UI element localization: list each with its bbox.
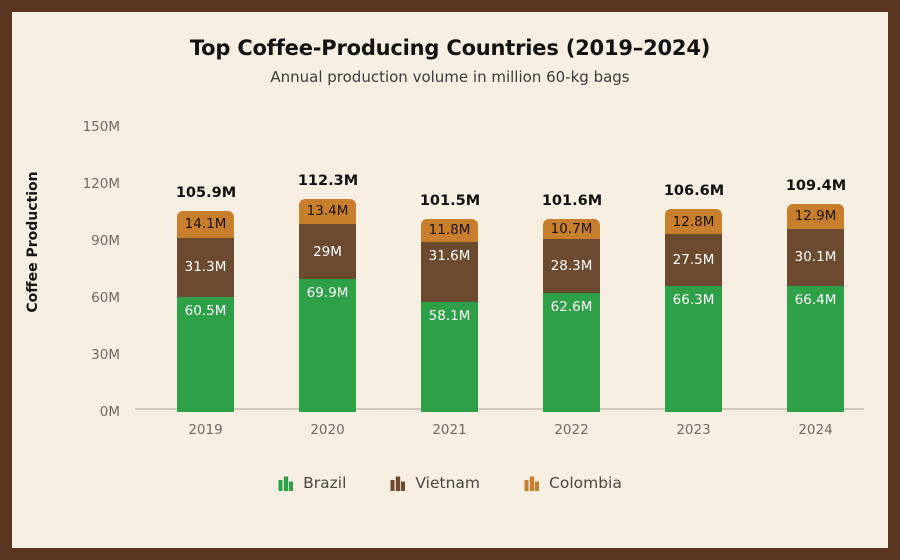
bar-total-label: 101.6M xyxy=(541,192,603,209)
bar-segment-value-label: 60.5M xyxy=(184,303,227,320)
y-axis-tick: 90M xyxy=(91,233,120,249)
y-axis-tick-labels: 0M 30M 60M 90M 120M 150M xyxy=(30,119,120,420)
bar-segment-value-label: 14.1M xyxy=(184,216,227,233)
bar-segment-value-label: 31.3M xyxy=(184,259,227,276)
plot-area: 60.5M 31.3M 14.1M 105.9M 69.9M 29M 13.4M 112.3M… xyxy=(135,127,864,412)
legend-item-colombia[interactable]: Colombia xyxy=(524,474,622,492)
chart-legend: Brazil Vietnam Colombia xyxy=(12,474,888,492)
bar-segment-colombia[interactable]: 13.4M xyxy=(299,198,356,225)
bar-segment-vietnam[interactable]: 29M xyxy=(299,224,356,280)
bar-segment-value-label: 69.9M xyxy=(306,285,349,302)
bar-segment-value-label: 30.1M xyxy=(794,249,837,266)
x-axis-tick: 2023 xyxy=(676,422,711,438)
x-axis-tick: 2024 xyxy=(798,422,833,438)
y-axis-title: Coffee Production xyxy=(25,171,41,313)
bar-segment-colombia[interactable]: 14.1M xyxy=(177,210,234,238)
bar-group[interactable]: 58.1M 31.6M 11.8M 101.5M xyxy=(420,193,480,412)
bar-segment-value-label: 66.3M xyxy=(672,292,715,309)
bar-segment-brazil[interactable]: 60.5M xyxy=(177,297,234,412)
bar-segment-value-label: 29M xyxy=(313,243,342,260)
page-title: Top Coffee-Producing Countries (2019–202… xyxy=(189,36,711,60)
chart-canvas: Top Coffee-Producing Countries (2019–202… xyxy=(12,12,888,548)
bar-segment-colombia[interactable]: 11.8M xyxy=(421,219,478,242)
y-axis-tick: 0M xyxy=(99,404,120,420)
x-axis-tick: 2021 xyxy=(432,422,467,438)
bar-chart-icon xyxy=(278,476,294,491)
bar-group[interactable]: 62.6M 28.3M 10.7M 101.6M xyxy=(542,193,602,412)
bar-segment-vietnam[interactable]: 28.3M xyxy=(543,239,600,294)
bar-chart-icon xyxy=(524,476,540,491)
bar-total-label: 101.5M xyxy=(419,193,481,210)
legend-label: Colombia xyxy=(549,474,622,492)
bar-segment-brazil[interactable]: 66.4M xyxy=(787,285,844,412)
bar-segment-value-label: 58.1M xyxy=(428,307,471,324)
bar-group[interactable]: 66.3M 27.5M 12.8M 106.6M xyxy=(664,183,724,412)
x-axis-line xyxy=(135,408,864,410)
y-axis-tick: 30M xyxy=(91,347,120,363)
bar-segment-value-label: 66.4M xyxy=(794,291,837,308)
y-axis-tick: 150M xyxy=(82,119,120,135)
legend-item-vietnam[interactable]: Vietnam xyxy=(390,474,480,492)
bar-total-label: 112.3M xyxy=(297,172,359,189)
bar-segment-brazil[interactable]: 66.3M xyxy=(665,286,722,412)
bar-group[interactable]: 66.4M 30.1M 12.9M 109.4M xyxy=(786,178,846,412)
y-axis-tick: 120M xyxy=(82,176,120,192)
bar-segment-vietnam[interactable]: 27.5M xyxy=(665,233,722,287)
bar-segment-vietnam[interactable]: 30.1M xyxy=(787,228,844,286)
bar-segment-vietnam[interactable]: 31.3M xyxy=(177,237,234,298)
bar-segment-brazil[interactable]: 58.1M xyxy=(421,301,478,412)
bar-segment-value-label: 31.6M xyxy=(428,247,471,264)
y-axis-tick: 60M xyxy=(91,290,120,306)
x-axis-tick: 2022 xyxy=(554,422,589,438)
bar-segment-colombia[interactable]: 12.8M xyxy=(665,209,722,234)
x-axis-tick: 2020 xyxy=(310,422,345,438)
bar-segment-value-label: 28.3M xyxy=(550,258,593,275)
chart-subtitle: Annual production volume in million 60-k… xyxy=(270,68,630,86)
bar-segment-value-label: 12.9M xyxy=(794,208,837,225)
bar-segment-brazil[interactable]: 62.6M xyxy=(543,293,600,412)
bar-total-label: 109.4M xyxy=(785,178,847,195)
bar-segment-value-label: 27.5M xyxy=(672,251,715,268)
legend-item-brazil[interactable]: Brazil xyxy=(278,474,346,492)
bar-segment-value-label: 62.6M xyxy=(550,299,593,316)
bar-chart-icon xyxy=(390,476,406,491)
bar-segment-vietnam[interactable]: 31.6M xyxy=(421,241,478,302)
bar-segment-brazil[interactable]: 69.9M xyxy=(299,279,356,412)
bar-segment-colombia[interactable]: 12.9M xyxy=(787,204,844,229)
bar-segment-colombia[interactable]: 10.7M xyxy=(543,218,600,240)
legend-label: Brazil xyxy=(303,474,347,492)
x-axis-tick: 2019 xyxy=(188,422,223,438)
bar-segment-value-label: 10.7M xyxy=(550,221,593,238)
legend-label: Vietnam xyxy=(415,474,481,492)
bar-total-label: 105.9M xyxy=(175,184,237,201)
bar-group[interactable]: 60.5M 31.3M 14.1M 105.9M xyxy=(176,185,236,412)
bar-segment-value-label: 12.8M xyxy=(672,213,715,230)
bar-segment-value-label: 13.4M xyxy=(306,203,349,220)
bar-total-label: 106.6M xyxy=(663,183,725,200)
bar-group[interactable]: 69.9M 29M 13.4M 112.3M xyxy=(298,173,358,412)
bar-segment-value-label: 11.8M xyxy=(428,222,471,239)
